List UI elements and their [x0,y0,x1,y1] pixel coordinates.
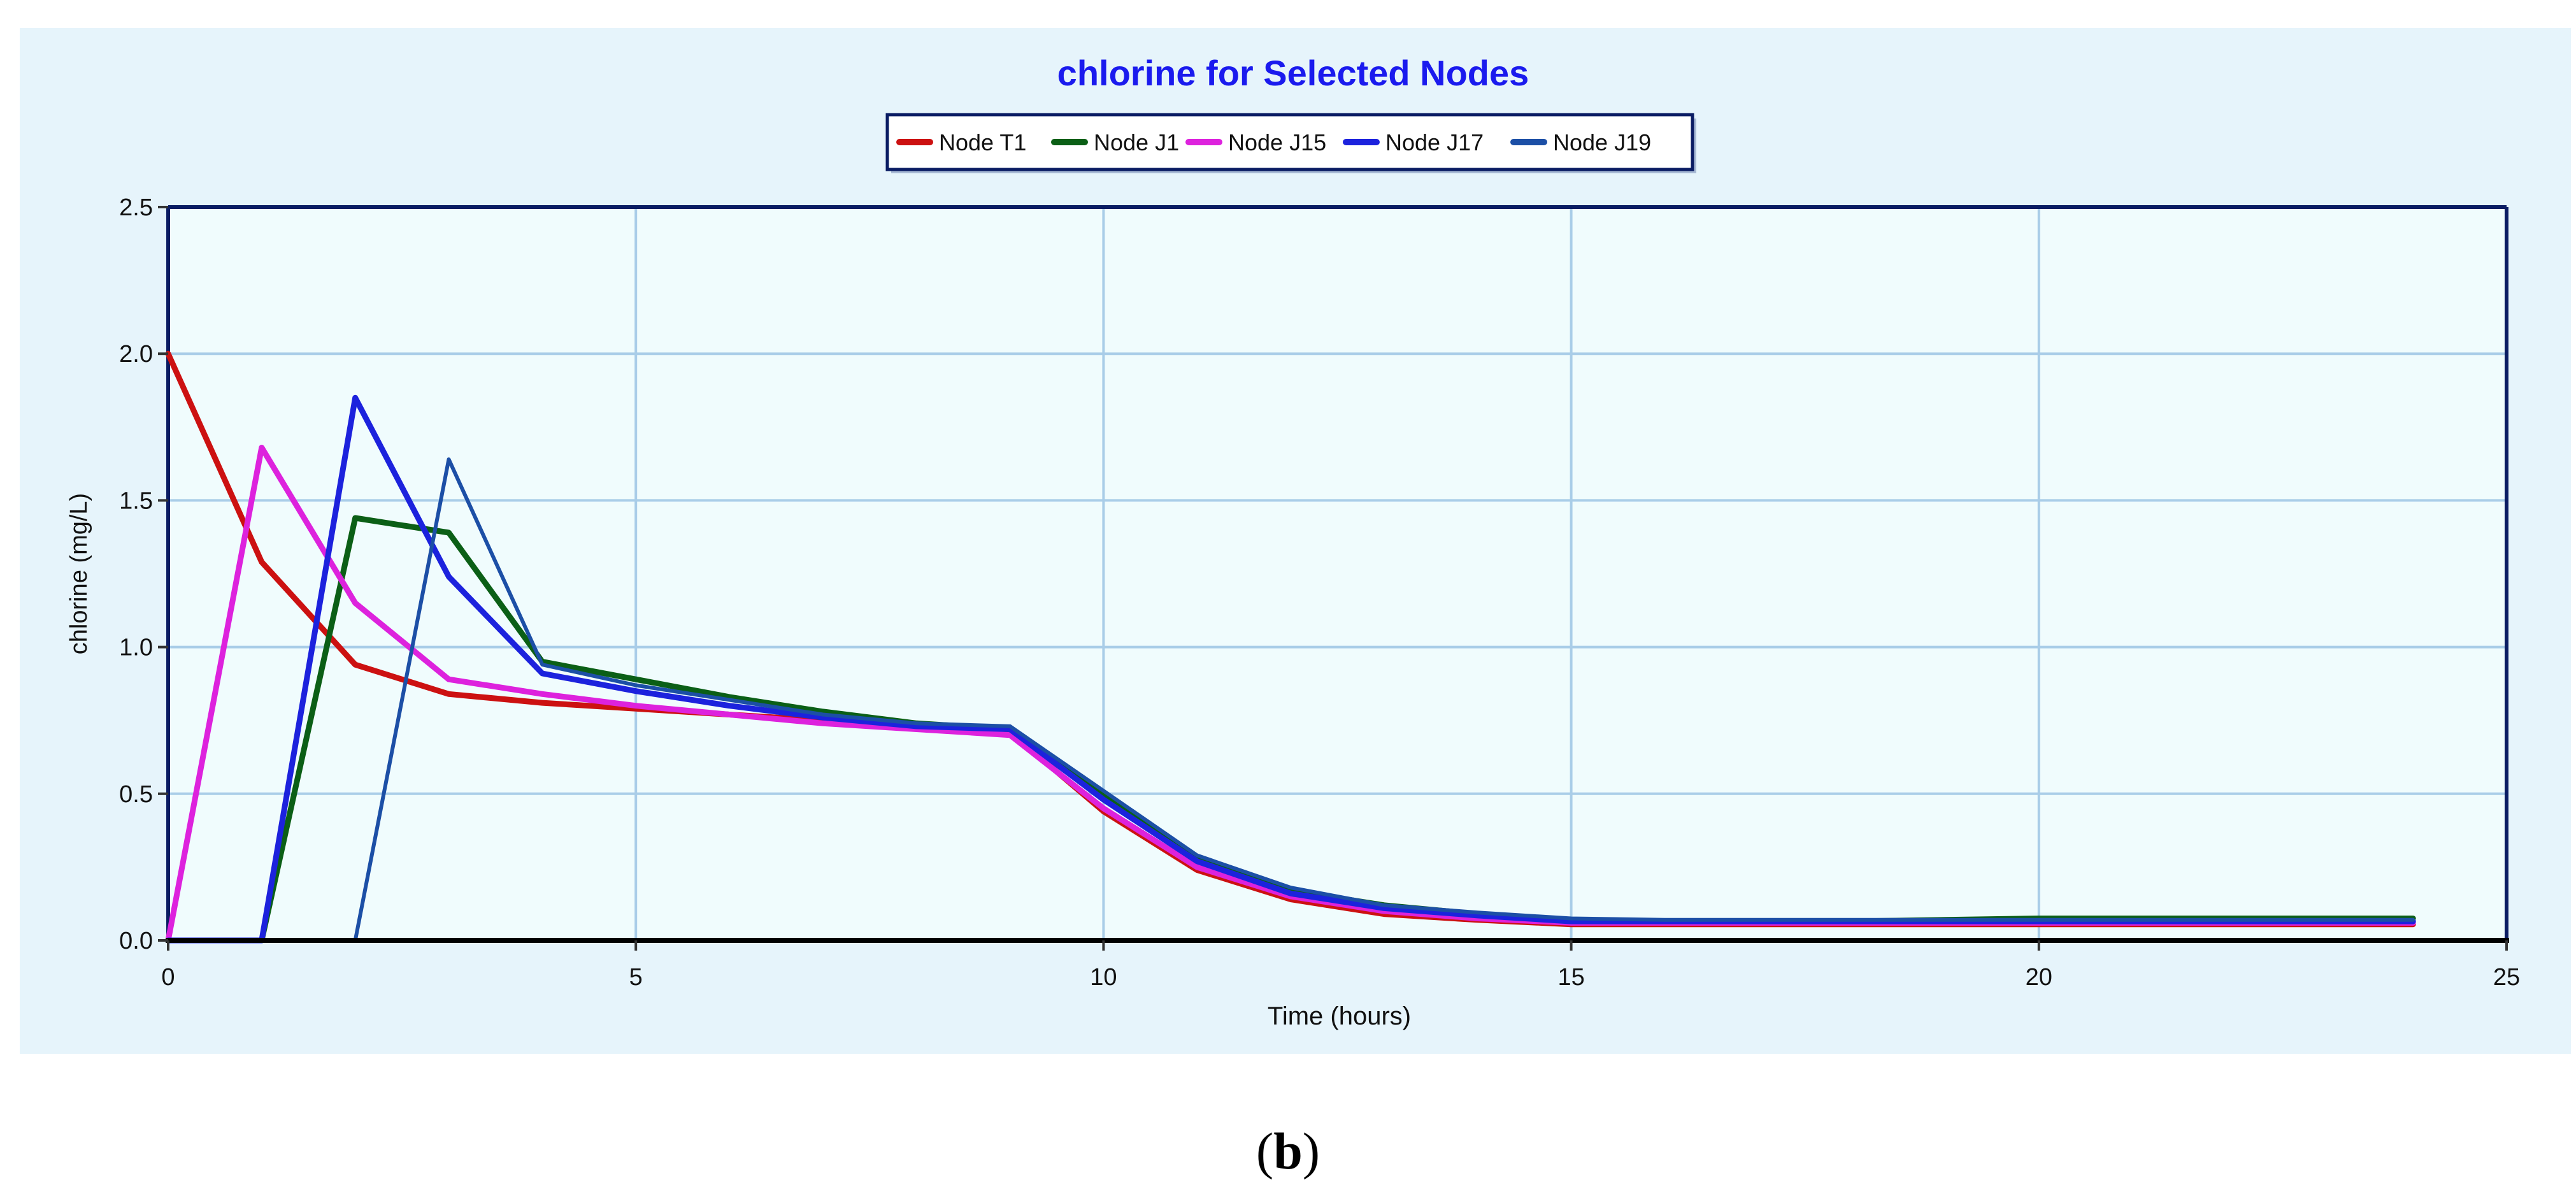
x-tick-label: 10 [1090,964,1117,991]
x-tick-label: 20 [2026,964,2052,991]
legend-label: Node J17 [1385,129,1484,155]
caption-letter: b [1273,1122,1303,1180]
x-tick-label: 15 [1557,964,1584,991]
y-tick-label: 1.5 [119,487,153,514]
chart-title: chlorine for Selected Nodes [1057,53,1529,93]
figure-caption: (b) [0,1121,2576,1181]
caption-close-paren: ) [1302,1122,1320,1180]
caption-open-paren: ( [1256,1122,1274,1180]
y-tick-label: 1.0 [119,635,153,661]
y-axis-label: chlorine (mg/L) [66,493,92,654]
y-tick-label: 0.0 [119,928,153,954]
x-tick-label: 25 [2493,964,2520,991]
series-line-node-j19 [166,457,2415,942]
legend [885,113,1694,171]
x-tick-label: 0 [161,964,175,991]
legend-label: Node J19 [1553,129,1651,155]
x-axis-label: Time (hours) [1268,1002,1411,1030]
x-tick-label: 5 [629,964,643,991]
legend-label: Node J15 [1228,129,1326,155]
legend-label: Node T1 [939,129,1026,155]
y-tick-label: 0.5 [119,781,153,808]
y-tick-label: 2.5 [119,194,153,221]
y-tick-label: 2.0 [119,341,153,368]
legend-label: Node J1 [1094,129,1179,155]
plot-area [168,207,2507,940]
